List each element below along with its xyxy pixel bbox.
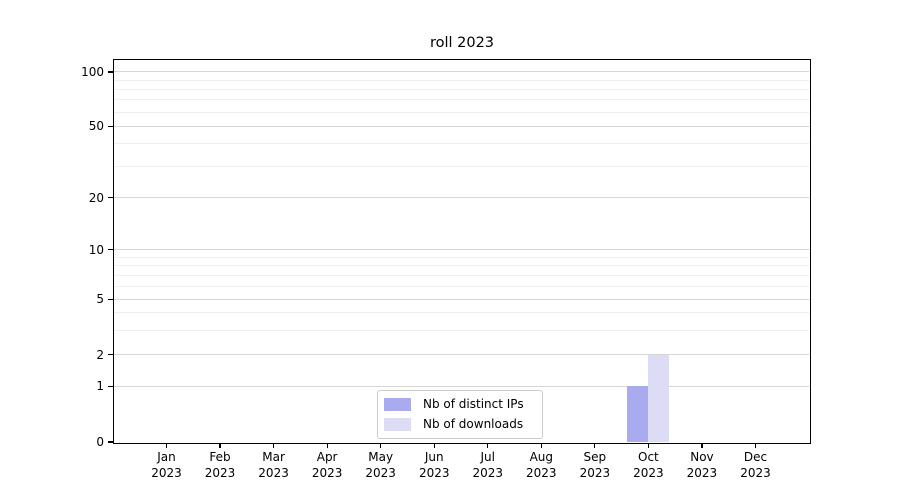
x-tick bbox=[326, 443, 328, 448]
y-gridline-minor bbox=[114, 329, 809, 331]
y-gridline-major bbox=[114, 385, 809, 387]
y-tick bbox=[107, 248, 113, 251]
legend-item: Nb of downloads bbox=[384, 415, 536, 435]
x-tick-label: Feb 2023 bbox=[204, 450, 236, 480]
y-tick bbox=[107, 441, 113, 443]
legend-label: Nb of downloads bbox=[423, 416, 524, 431]
y-tick bbox=[107, 298, 113, 300]
y-tick bbox=[107, 125, 113, 128]
y-gridline-minor bbox=[114, 285, 809, 287]
x-tick-label: Sep 2023 bbox=[579, 450, 611, 480]
y-gridline-minor bbox=[114, 143, 809, 145]
y-tick bbox=[107, 354, 113, 356]
y-gridline-minor bbox=[114, 165, 809, 167]
y-gridline-minor bbox=[114, 79, 809, 81]
y-gridline-minor bbox=[114, 274, 809, 276]
legend-swatch-icon bbox=[384, 398, 411, 412]
legend: Nb of distinct IPs Nb of downloads bbox=[377, 390, 543, 439]
chart-title: roll 2023 bbox=[429, 35, 495, 51]
x-tick bbox=[647, 443, 649, 448]
x-tick-label: Jul 2023 bbox=[472, 450, 504, 480]
y-tick-label: 5 bbox=[96, 292, 104, 307]
y-tick bbox=[107, 71, 113, 73]
y-gridline-major bbox=[114, 298, 809, 300]
x-tick bbox=[754, 443, 757, 448]
y-tick-label: 0 bbox=[96, 435, 104, 449]
x-tick-label: Dec 2023 bbox=[740, 450, 771, 480]
legend-label: Nb of distinct IPs bbox=[423, 397, 524, 412]
y-tick bbox=[107, 385, 113, 387]
y-gridline-minor bbox=[114, 312, 809, 314]
x-tick-label: May 2023 bbox=[365, 450, 396, 480]
y-gridline-minor bbox=[114, 99, 809, 101]
y-gridline-minor bbox=[114, 111, 809, 113]
y-gridline-minor bbox=[114, 264, 809, 266]
x-tick bbox=[219, 443, 221, 448]
y-gridline-minor bbox=[114, 256, 809, 258]
y-gridline-major bbox=[114, 249, 809, 250]
x-tick bbox=[380, 443, 382, 448]
y-gridline-minor bbox=[114, 88, 809, 90]
y-tick-label: 50 bbox=[88, 119, 104, 134]
y-gridline-major bbox=[114, 354, 809, 356]
y-tick-label: 100 bbox=[81, 64, 104, 79]
x-tick-label: Jan 2023 bbox=[151, 450, 182, 480]
x-tick bbox=[433, 443, 435, 448]
x-tick bbox=[272, 443, 275, 448]
x-tick bbox=[165, 443, 168, 448]
legend-swatch-icon bbox=[384, 417, 411, 431]
x-tick bbox=[487, 443, 489, 448]
x-tick-label: Nov 2023 bbox=[686, 450, 718, 480]
x-tick-label: Jun 2023 bbox=[418, 450, 450, 480]
x-tick-label: Apr 2023 bbox=[311, 450, 343, 480]
y-gridline-major bbox=[114, 71, 809, 73]
plot-area: 0 1 2 5 10 20 50 100 Jan 2023 Feb 2023 Mar 2023 Apr… bbox=[81, 59, 811, 480]
x-tick bbox=[594, 443, 596, 448]
bar-downloads bbox=[648, 354, 670, 442]
y-tick-label: 20 bbox=[88, 190, 104, 205]
y-tick-label: 2 bbox=[96, 347, 104, 362]
y-tick-label: 10 bbox=[88, 242, 104, 257]
y-gridline-major bbox=[114, 197, 809, 199]
y-tick-label: 1 bbox=[96, 379, 104, 394]
y-gridline-major bbox=[114, 125, 809, 127]
x-tick bbox=[701, 443, 703, 448]
x-tick-label: Aug 2023 bbox=[526, 450, 557, 480]
x-tick-label: Oct 2023 bbox=[633, 450, 664, 480]
legend-item: Nb of distinct IPs bbox=[384, 395, 536, 415]
bar-distinct-ips bbox=[627, 386, 649, 442]
x-tick bbox=[540, 443, 542, 448]
x-tick-label: Mar 2023 bbox=[258, 450, 289, 480]
y-tick bbox=[107, 197, 113, 199]
